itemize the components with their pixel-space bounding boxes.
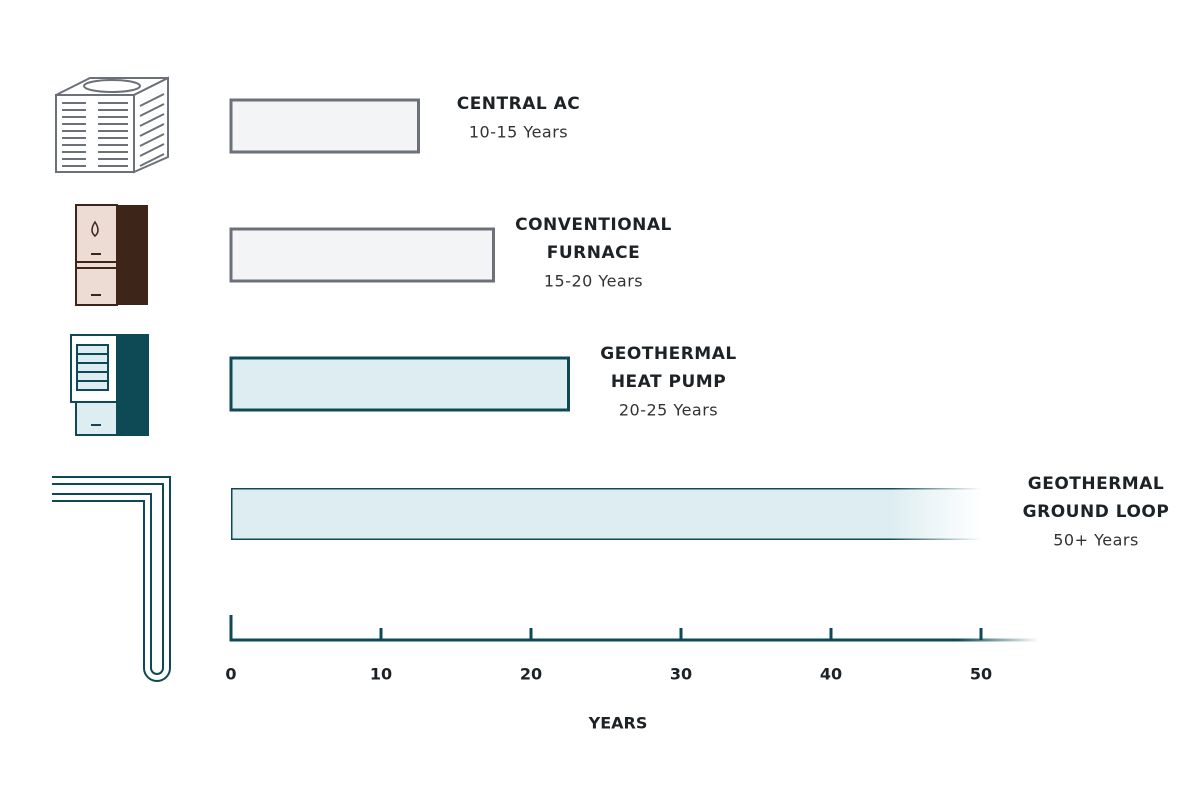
value-label: 50+ Years <box>1053 531 1139 550</box>
bar <box>229 98 420 154</box>
category-label: CENTRAL AC <box>457 94 581 114</box>
category-label: GEOTHERMAL <box>1028 474 1164 494</box>
category-label: GEOTHERMAL <box>600 344 736 364</box>
value-label: 20-25 Years <box>619 401 718 420</box>
x-tick-label: 20 <box>520 665 542 684</box>
x-axis-line <box>229 638 1039 642</box>
x-axis-title: YEARS <box>588 714 648 733</box>
category-label: FURNACE <box>547 243 640 263</box>
ground-loop-icon <box>52 476 171 682</box>
category-label: HEAT PUMP <box>611 372 726 392</box>
category-label: CONVENTIONAL <box>515 215 672 235</box>
value-label: 10-15 Years <box>469 123 568 142</box>
x-tick-label: 30 <box>670 665 692 684</box>
furnace-icon <box>75 204 148 306</box>
heat-pump-icon <box>70 334 149 436</box>
bar <box>229 486 983 542</box>
value-label: 15-20 Years <box>544 272 643 291</box>
ac-icon <box>55 76 169 174</box>
x-tick-label: 40 <box>820 665 842 684</box>
x-tick-label: 0 <box>225 665 236 684</box>
bar <box>229 356 570 412</box>
category-label: GROUND LOOP <box>1023 502 1170 522</box>
x-tick-label: 10 <box>370 665 392 684</box>
x-tick-label: 50 <box>970 665 992 684</box>
bar <box>229 227 495 283</box>
